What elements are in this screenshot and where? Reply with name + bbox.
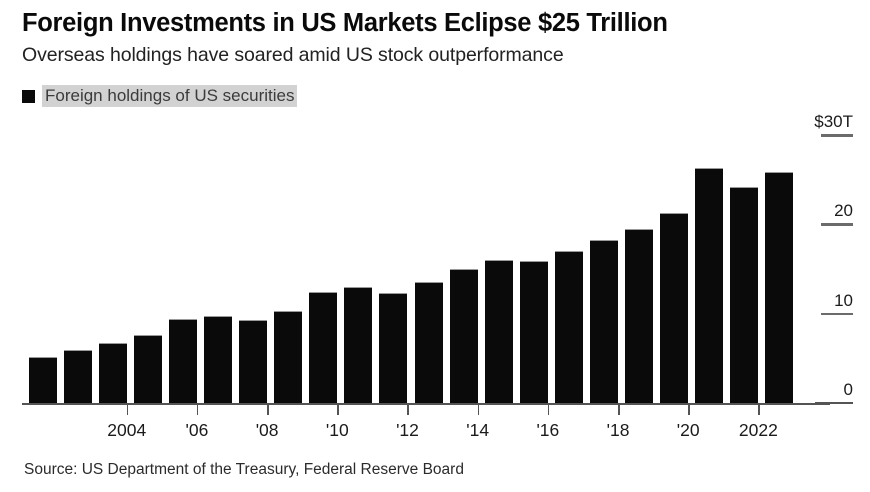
x-tick-label-2020: '20 bbox=[676, 420, 700, 440]
x-tick-mark-2010 bbox=[337, 404, 339, 415]
source-note: Source: US Department of the Treasury, F… bbox=[24, 461, 464, 478]
legend-item-label: Foreign holdings of US securities bbox=[42, 85, 298, 107]
y-tick-mark-10 bbox=[821, 312, 853, 316]
y-tick-label-20: 20 bbox=[834, 201, 853, 221]
bar-2010 bbox=[309, 292, 338, 403]
bar-2016 bbox=[519, 260, 548, 403]
chart-legend: Foreign holdings of US securities bbox=[22, 85, 298, 107]
bar-2013 bbox=[414, 282, 443, 403]
bar-2014 bbox=[449, 268, 478, 403]
x-tick-label-2010: '10 bbox=[325, 420, 349, 440]
bar-2011 bbox=[344, 287, 373, 403]
x-tick-label-2016: '16 bbox=[536, 420, 560, 440]
bar-2015 bbox=[484, 259, 513, 403]
x-tick-mark-2018 bbox=[618, 404, 620, 415]
page-title: Foreign Investments in US Markets Eclips… bbox=[22, 9, 668, 37]
y-tick-mark-20 bbox=[821, 223, 853, 226]
bars-container bbox=[25, 120, 797, 403]
x-tick-mark-2006 bbox=[196, 404, 199, 415]
x-tick-label-2004: 2004 bbox=[107, 420, 147, 440]
x-tick-label-2006: '06 bbox=[185, 420, 209, 440]
chart-subtitle: Overseas holdings have soared amid US st… bbox=[22, 44, 564, 66]
x-tick-mark-2012 bbox=[407, 404, 409, 415]
x-tick-mark-2008 bbox=[267, 404, 269, 415]
bar-2023 bbox=[765, 171, 794, 403]
bar-2020 bbox=[660, 212, 689, 403]
y-tick-label-0: 0 bbox=[843, 380, 853, 399]
x-tick-mark-2016 bbox=[547, 404, 550, 415]
x-tick-label-2022: 2022 bbox=[738, 420, 778, 440]
bar-2019 bbox=[625, 228, 654, 403]
bar-2007 bbox=[203, 316, 233, 403]
bar-2006 bbox=[168, 319, 197, 403]
y-tick-mark-0 bbox=[815, 402, 853, 404]
x-tick-mark-2020 bbox=[688, 404, 690, 415]
x-tick-mark-2014 bbox=[477, 404, 480, 415]
legend-item-foreign-holdings: Foreign holdings of US securities bbox=[22, 85, 298, 107]
x-tick-label-2008: '08 bbox=[255, 420, 279, 440]
bar-2017 bbox=[554, 250, 583, 403]
bar-2021 bbox=[695, 167, 724, 403]
legend-swatch-icon bbox=[22, 89, 35, 103]
bar-2018 bbox=[589, 239, 619, 403]
x-tick-label-2012: '12 bbox=[396, 420, 419, 440]
x-tick-mark-2022 bbox=[758, 404, 760, 415]
chart-header: Foreign Investments in US Markets Eclips… bbox=[22, 8, 854, 68]
bar-2009 bbox=[274, 311, 303, 403]
x-tick-label-2018: '18 bbox=[606, 420, 630, 440]
bar-2003 bbox=[63, 350, 92, 403]
x-axis-line bbox=[22, 403, 830, 405]
bar-2022 bbox=[730, 186, 759, 403]
bar-2002 bbox=[28, 357, 57, 403]
y-tick-label-10: 10 bbox=[834, 290, 853, 310]
bar-2012 bbox=[379, 293, 408, 403]
bar-2008 bbox=[239, 320, 268, 403]
y-tick-mark-30 bbox=[821, 134, 853, 137]
x-tick-label-2014: '14 bbox=[466, 420, 490, 440]
y-tick-label-30: $30T bbox=[814, 112, 853, 131]
bar-2004 bbox=[98, 343, 127, 403]
x-tick-mark-2004 bbox=[126, 404, 129, 415]
bar-2005 bbox=[133, 335, 162, 403]
